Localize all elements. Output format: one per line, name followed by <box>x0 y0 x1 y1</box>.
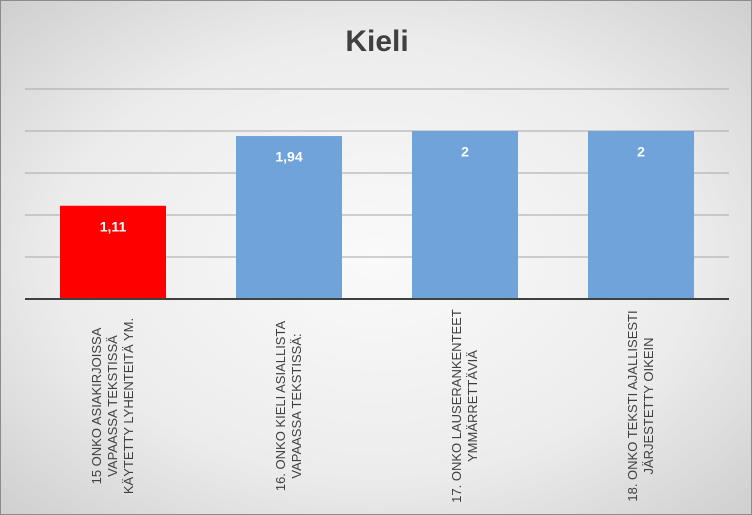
value-label: 2 <box>461 144 469 160</box>
bar <box>60 205 166 299</box>
bar <box>588 131 694 299</box>
bar <box>412 131 518 299</box>
value-label: 1,94 <box>275 149 302 165</box>
bar <box>236 136 342 299</box>
x-tick-label: 17. ONKO LAUSERANKENTEET YMMÄRRETTÄVIÄ <box>449 309 480 503</box>
x-tick-label: 16. ONKO KIELI ASIALLISTA VAPAASSA TEKST… <box>273 320 304 492</box>
value-label: 1,11 <box>100 218 127 234</box>
chart-title: Kieli <box>345 25 408 58</box>
value-label: 2 <box>637 144 645 160</box>
x-tick-label: 18. ONKO TEKSTI AJALLISESTI JÄRJESTETTY … <box>625 310 656 502</box>
x-tick-label: 15 ONKO ASIAKIRJOISSA VAPAASSA TEKSTISSÄ… <box>89 317 136 495</box>
